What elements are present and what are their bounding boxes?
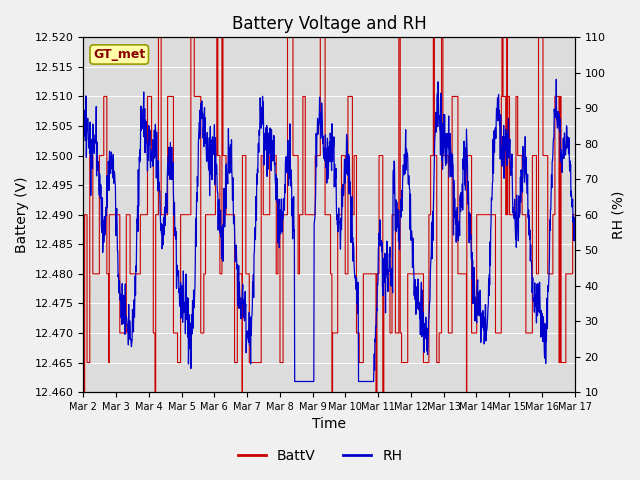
Legend: BattV, RH: BattV, RH bbox=[232, 443, 408, 468]
Title: Battery Voltage and RH: Battery Voltage and RH bbox=[232, 15, 426, 33]
Y-axis label: RH (%): RH (%) bbox=[611, 191, 625, 239]
Y-axis label: Battery (V): Battery (V) bbox=[15, 177, 29, 253]
Text: GT_met: GT_met bbox=[93, 48, 145, 61]
X-axis label: Time: Time bbox=[312, 418, 346, 432]
